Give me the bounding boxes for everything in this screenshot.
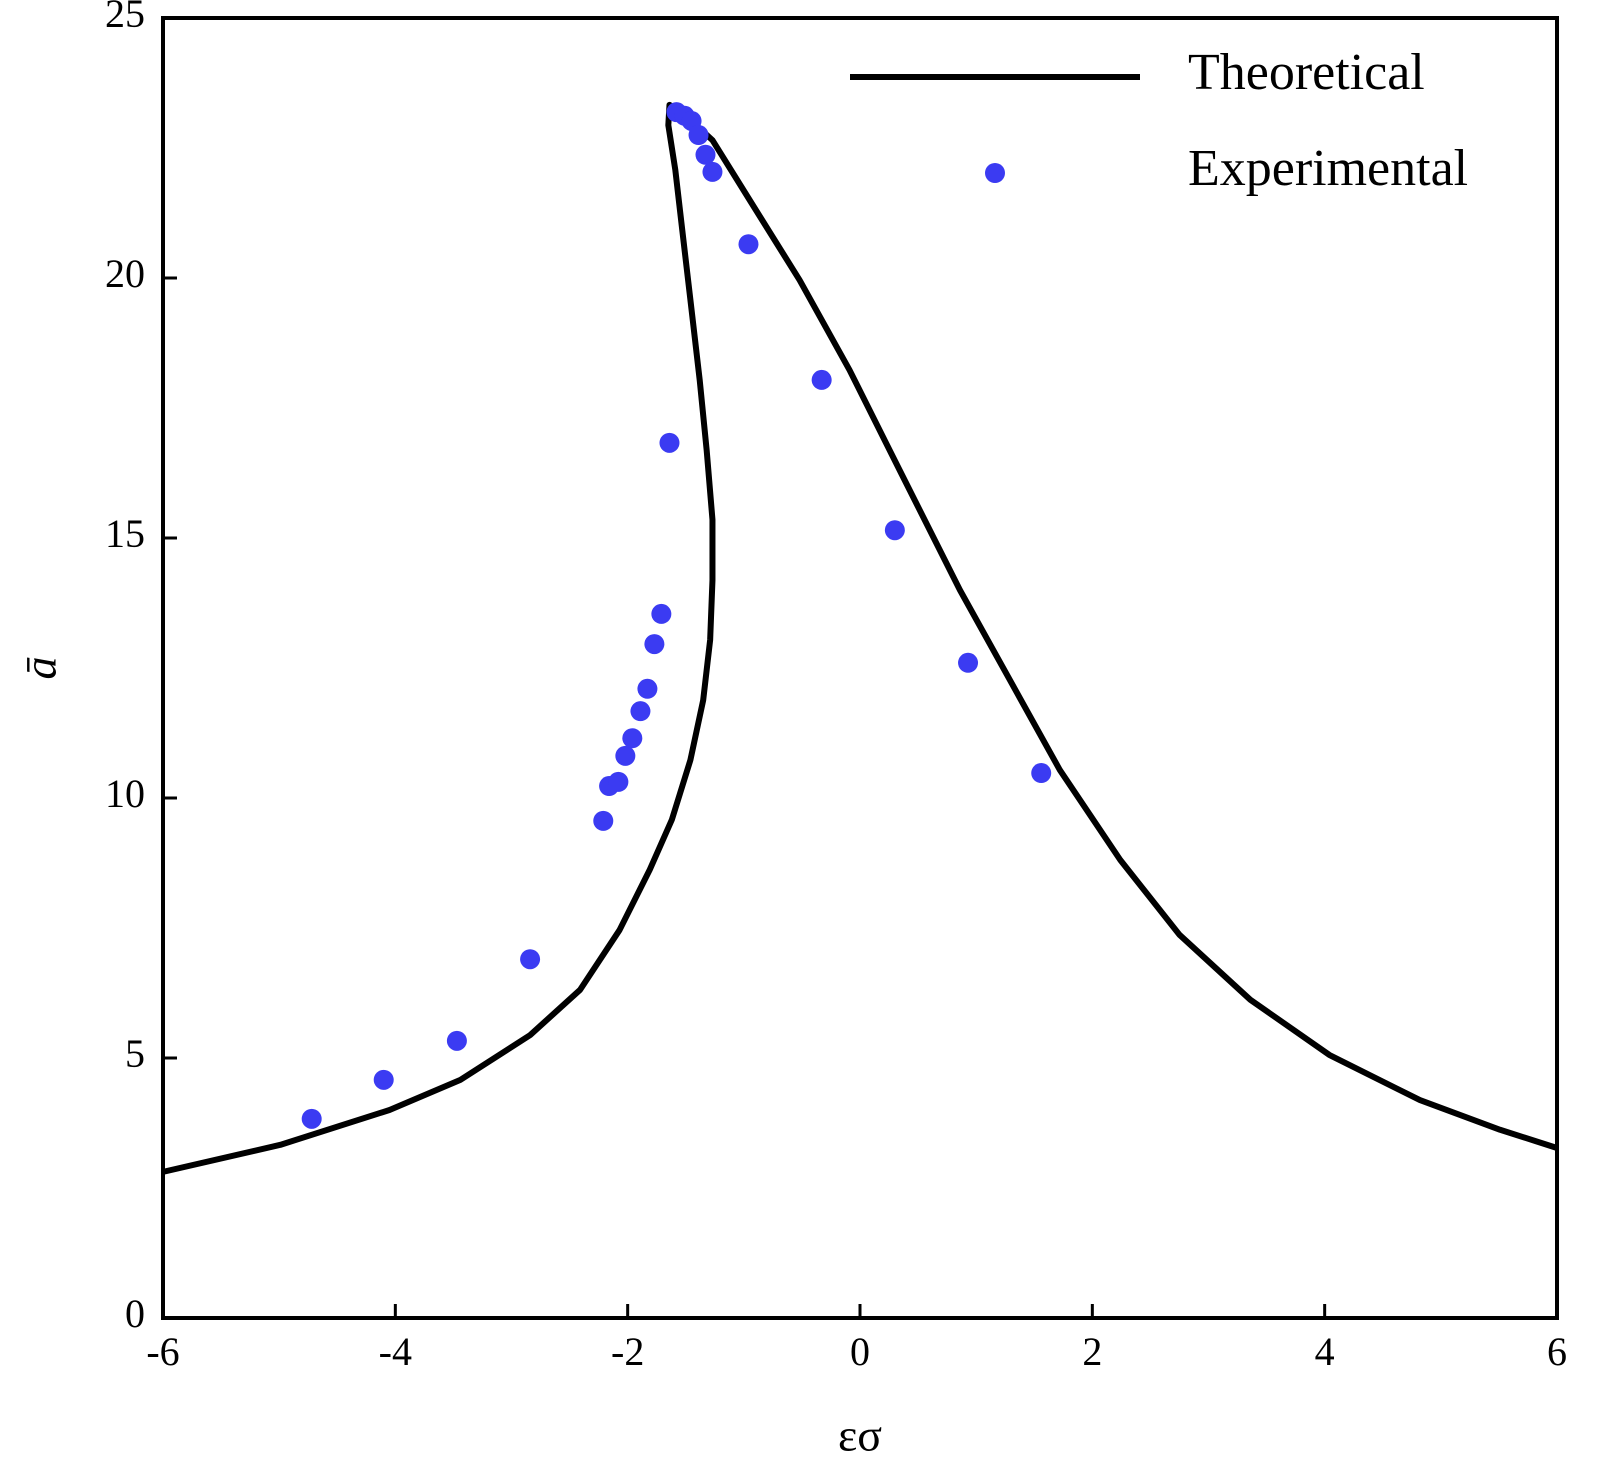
data-point — [446, 1030, 467, 1051]
data-point — [373, 1069, 394, 1090]
data-point — [659, 432, 680, 453]
x-tick-label: -6 — [146, 1329, 179, 1374]
data-point — [702, 161, 723, 182]
x-tick-label: 4 — [1315, 1329, 1335, 1374]
data-point — [811, 369, 832, 390]
plot-frame — [161, 16, 1559, 1320]
data-point — [615, 745, 636, 766]
data-point — [622, 728, 643, 749]
data-point — [301, 1108, 322, 1129]
data-point — [884, 520, 905, 541]
y-axis-label: ā — [15, 657, 66, 680]
theoretical-line — [162, 101, 1558, 1175]
y-tick-label: 25 — [105, 0, 145, 36]
legend-label: Theoretical — [1188, 44, 1425, 101]
legend-label: Experimental — [1188, 140, 1468, 197]
x-axis-label: εσ — [838, 1410, 882, 1461]
data-point — [651, 603, 672, 624]
data-point — [644, 634, 665, 655]
x-tick-label: 6 — [1547, 1329, 1567, 1374]
data-point — [637, 678, 658, 699]
data-point — [630, 701, 651, 722]
data-point — [695, 144, 716, 165]
data-point — [520, 949, 541, 970]
y-tick-label: 10 — [105, 771, 145, 816]
y-tick-label: 5 — [125, 1031, 145, 1076]
data-point — [1031, 763, 1052, 784]
x-tick-label: -2 — [611, 1329, 644, 1374]
data-point — [688, 125, 709, 145]
legend-swatch — [985, 163, 1005, 183]
data-point — [608, 771, 629, 792]
x-tick-label: -4 — [379, 1329, 412, 1374]
y-tick-label: 20 — [105, 251, 145, 296]
y-tick-label: 15 — [105, 511, 145, 556]
data-point — [958, 652, 979, 673]
x-tick-label: 0 — [850, 1329, 870, 1374]
y-tick-label: 0 — [125, 1291, 145, 1336]
data-point — [593, 810, 614, 831]
x-tick-label: 2 — [1082, 1329, 1102, 1374]
data-point — [738, 234, 759, 255]
